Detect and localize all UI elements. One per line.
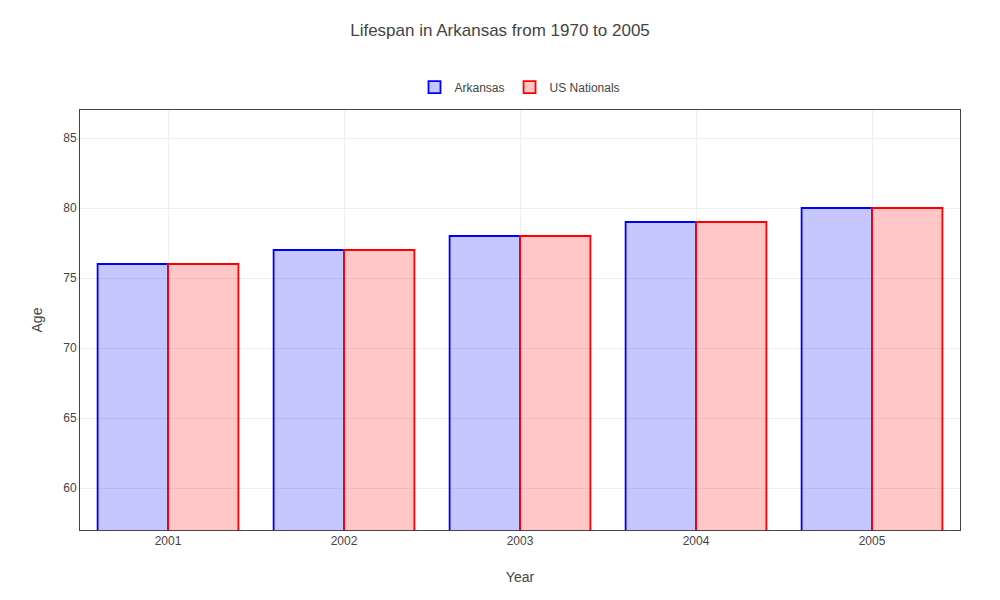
svg-text:2003: 2003 bbox=[507, 534, 534, 548]
svg-text:2002: 2002 bbox=[331, 534, 358, 548]
svg-text:2005: 2005 bbox=[859, 534, 886, 548]
svg-text:Arkansas: Arkansas bbox=[455, 81, 505, 95]
svg-text:85: 85 bbox=[63, 131, 77, 145]
svg-text:US Nationals: US Nationals bbox=[550, 81, 620, 95]
svg-text:70: 70 bbox=[63, 341, 77, 355]
svg-text:80: 80 bbox=[63, 201, 77, 215]
svg-text:2004: 2004 bbox=[683, 534, 710, 548]
svg-text:Year: Year bbox=[506, 569, 535, 585]
svg-text:60: 60 bbox=[63, 481, 77, 495]
svg-text:Age: Age bbox=[29, 307, 45, 332]
svg-text:75: 75 bbox=[63, 271, 77, 285]
svg-text:Lifespan in Arkansas from 1970: Lifespan in Arkansas from 1970 to 2005 bbox=[350, 21, 650, 40]
svg-text:65: 65 bbox=[63, 411, 77, 425]
svg-text:2001: 2001 bbox=[155, 534, 182, 548]
